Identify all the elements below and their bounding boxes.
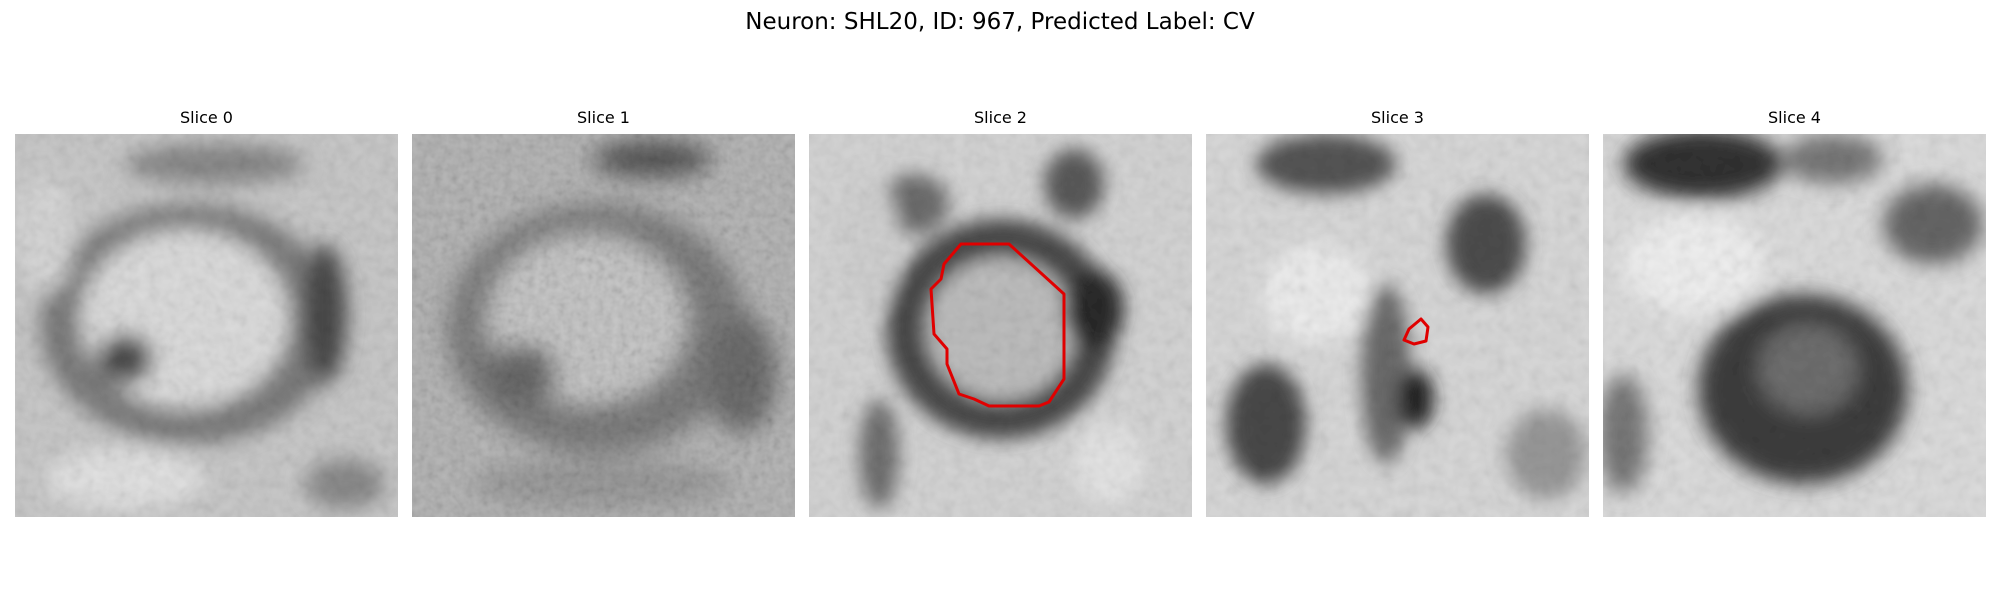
slice-title-0: Slice 0: [180, 108, 233, 127]
slice-image-3: [1206, 134, 1589, 517]
slice-panel-2: Slice 2: [809, 108, 1192, 517]
slice-title-1: Slice 1: [577, 108, 630, 127]
slice-title-4: Slice 4: [1768, 108, 1821, 127]
contour-outline-2: [929, 242, 1066, 408]
slice-panel-3: Slice 3: [1206, 108, 1589, 517]
slice-title-2: Slice 2: [974, 108, 1027, 127]
contour-outline-3: [1402, 317, 1430, 346]
slice-panel-1: Slice 1: [412, 108, 795, 517]
slice-title-3: Slice 3: [1371, 108, 1424, 127]
slice-panel-4: Slice 4: [1603, 108, 1986, 517]
slice-image-1: [412, 134, 795, 517]
figure-title: Neuron: SHL20, ID: 967, Predicted Label:…: [745, 9, 1255, 35]
slice-image-4: [1603, 134, 1986, 517]
slice-image-0: [15, 134, 398, 517]
slice-panel-0: Slice 0: [15, 108, 398, 517]
slice-image-2: [809, 134, 1192, 517]
